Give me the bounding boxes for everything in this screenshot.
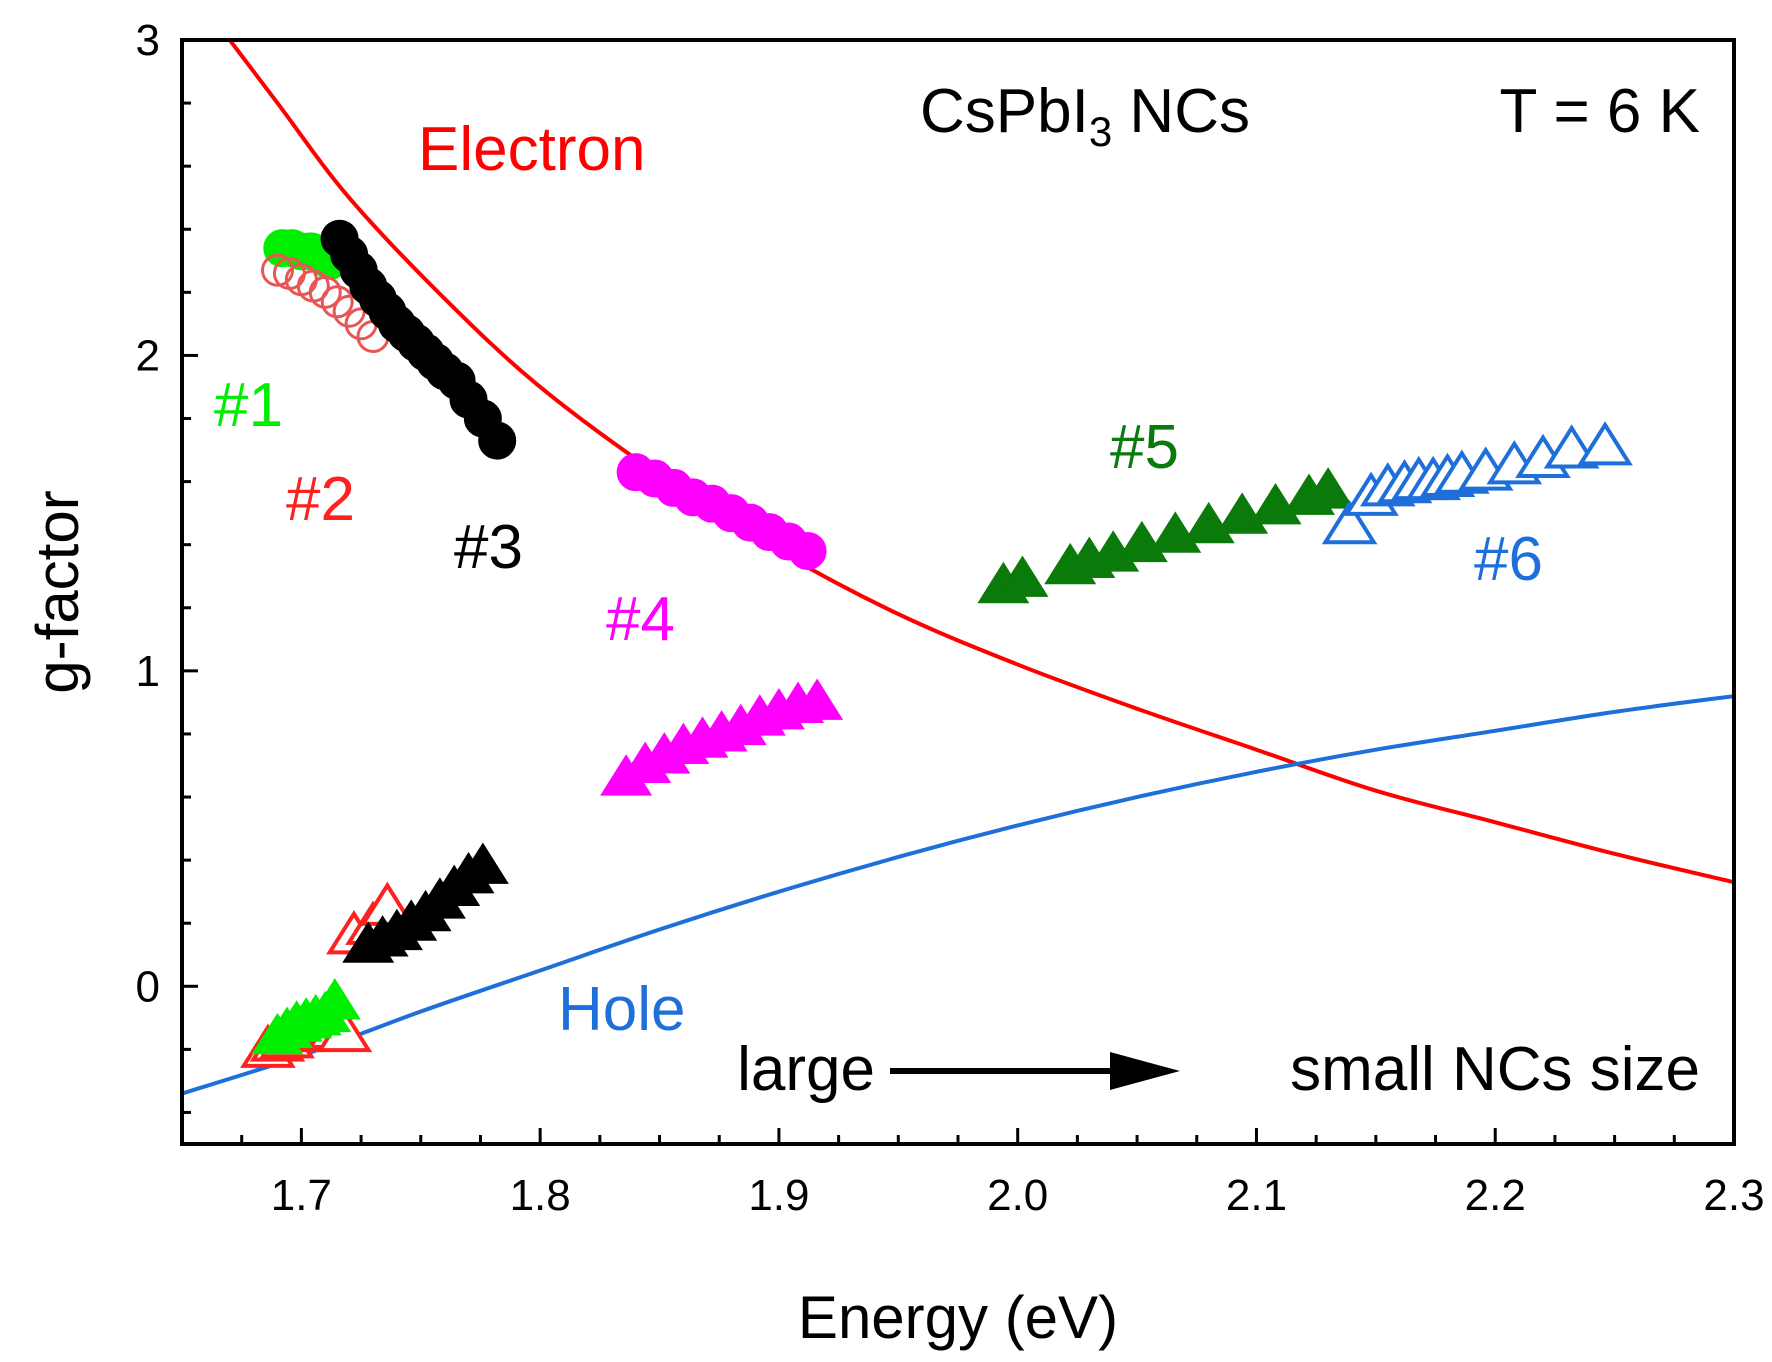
hole-curve <box>182 694 1734 1096</box>
triangle-marker <box>456 842 509 884</box>
y-tick-label: 3 <box>136 16 160 65</box>
y-tick-label: 2 <box>136 331 160 380</box>
triangle-marker <box>1321 500 1378 545</box>
hole-label: Hole <box>558 975 686 1044</box>
triangle-marker <box>1302 467 1355 509</box>
label-sample-1: #1 <box>214 371 283 440</box>
label-sample-2: #2 <box>286 465 355 534</box>
y-tick-label: 0 <box>136 962 160 1011</box>
series--4-electron <box>616 453 827 570</box>
circle-marker <box>261 253 295 287</box>
x-tick-label: 1.9 <box>748 1171 809 1220</box>
x-tick-label: 2.2 <box>1465 1171 1526 1220</box>
circle-marker <box>478 421 517 460</box>
x-axis-title: Energy (eV) <box>798 1284 1118 1351</box>
circle-marker <box>788 531 827 570</box>
label-sample-6: #6 <box>1474 525 1543 594</box>
x-tick-label: 2.3 <box>1703 1171 1764 1220</box>
label-sample-4: #4 <box>606 585 675 654</box>
y-tick-label: 1 <box>136 647 160 696</box>
x-tick-label: 2.1 <box>1226 1171 1287 1220</box>
sample-name: CsPbI <box>920 77 1089 146</box>
triangle-marker <box>996 555 1049 597</box>
x-tick-label: 1.8 <box>510 1171 571 1220</box>
y-axis-title: g-factor <box>24 490 91 693</box>
series--1-hole <box>251 978 361 1055</box>
triangle-marker <box>791 678 844 720</box>
arrow-right-icon <box>890 1052 1180 1090</box>
series--6 <box>1321 421 1633 545</box>
axis-ticks: 1.7 1.8 1.9 2.0 2.1 2.2 2.3 0 1 2 3 <box>136 16 1765 1220</box>
data-points <box>240 219 1633 1068</box>
electron-label: Electron <box>418 115 645 184</box>
model-curves <box>182 40 1734 1096</box>
series--2-electron <box>261 253 390 354</box>
circle-marker <box>320 285 354 319</box>
triangle-marker <box>308 978 361 1020</box>
series--3-hole <box>342 842 509 963</box>
series--3-electron <box>320 219 517 460</box>
circle-marker <box>308 275 342 309</box>
sample-subscript: 3 <box>1089 108 1112 155</box>
triangle-marker <box>1577 421 1633 466</box>
x-tick-label: 2.0 <box>987 1171 1048 1220</box>
sample-suffix: NCs <box>1112 77 1250 146</box>
electron-curve <box>228 40 1734 885</box>
label-sample-5: #5 <box>1110 413 1179 482</box>
x-tick-label: 1.7 <box>271 1171 332 1220</box>
series--4-hole <box>600 678 844 796</box>
size-label-small: small NCs size <box>1290 1035 1700 1104</box>
label-sample-3: #3 <box>454 513 523 582</box>
temperature-label: T = 6 K <box>1500 77 1700 146</box>
size-label-large: large <box>737 1035 875 1104</box>
sample-label: CsPbI3 NCs <box>920 77 1250 155</box>
series--5 <box>977 467 1355 604</box>
